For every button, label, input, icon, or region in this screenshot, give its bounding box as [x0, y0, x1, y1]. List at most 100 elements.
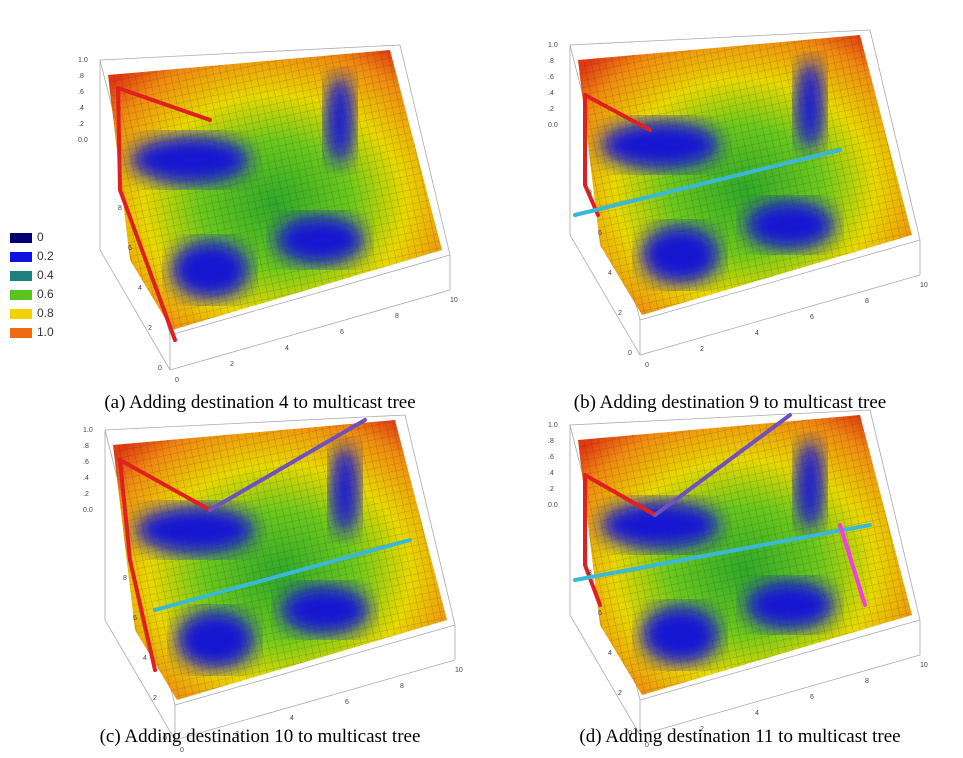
tree-path [116, 86, 177, 342]
z-tick-label: 1.0 [78, 57, 88, 64]
z-tick-label: .8 [548, 438, 554, 445]
x-tick-label: 10 [920, 662, 928, 669]
plot-box [104, 414, 456, 741]
z-tick-label: 0.0 [548, 502, 558, 509]
y-tick-label: 6 [133, 615, 137, 622]
y-tick-label: 4 [608, 650, 612, 657]
y-tick-label: 4 [138, 285, 142, 292]
y-tick-label: 6 [128, 245, 132, 252]
plot-box [569, 29, 921, 356]
x-tick-label: 10 [455, 667, 463, 674]
tree-path [583, 473, 602, 607]
x-tick-label: 4 [285, 345, 289, 352]
tree-path [118, 458, 212, 512]
y-tick-label: 2 [618, 310, 622, 317]
tree-path [208, 418, 367, 512]
legend-swatch [10, 290, 32, 300]
y-tick-label: 0 [628, 350, 632, 357]
caption: (b) Adding destination 9 to multicast tr… [574, 392, 886, 413]
z-tick-label: .6 [78, 89, 84, 96]
mesh [108, 50, 442, 330]
caption: (a) Adding destination 4 to multicast tr… [104, 392, 415, 413]
x-tick-label: 2 [700, 726, 704, 733]
x-tick-label: 2 [230, 361, 234, 368]
x-tick-label: 4 [755, 330, 759, 337]
legend-swatch [10, 252, 32, 262]
legend-swatch [10, 233, 32, 243]
x-tick-label: 8 [395, 313, 399, 320]
surface-plot: 1.0 .8 .6 .4 .2 0.0 0 2 4 6 8 0 2 4 6 8 10 [548, 29, 928, 369]
z-tick-label: 1.0 [548, 422, 558, 429]
z-tick-label: .6 [548, 454, 554, 461]
legend-label: 0 [37, 230, 44, 244]
z-tick-label: .6 [83, 459, 89, 466]
tree-path [118, 458, 157, 672]
x-tick-label: 10 [920, 282, 928, 289]
mesh [578, 415, 912, 695]
legend-swatch [10, 309, 32, 319]
legend-label: 0.4 [37, 268, 54, 282]
tree-path [116, 86, 212, 122]
x-tick-label: 0 [175, 377, 179, 384]
x-tick-label: 8 [865, 298, 869, 305]
x-tick-label: 6 [340, 329, 344, 336]
x-tick-label: 0 [180, 747, 184, 754]
y-tick-label: 8 [118, 205, 122, 212]
y-tick-label: 8 [588, 190, 592, 197]
x-tick-label: 2 [235, 731, 239, 738]
plot-box [99, 44, 451, 371]
caption: (d) Adding destination 11 to multicast t… [579, 726, 900, 747]
y-tick-label: 4 [143, 655, 147, 662]
legend-label: 0.2 [37, 249, 54, 263]
y-tick-label: 0 [163, 735, 167, 742]
x-tick-label: 6 [345, 699, 349, 706]
z-tick-label: .2 [83, 491, 89, 498]
z-tick-label: 0.0 [78, 137, 88, 144]
x-tick-label: 0 [645, 742, 649, 749]
y-tick-label: 2 [153, 695, 157, 702]
mesh [113, 420, 447, 700]
z-tick-label: .8 [548, 58, 554, 65]
z-tick-label: .8 [83, 443, 89, 450]
z-tick-label: .4 [78, 105, 84, 112]
legend-label: 0.6 [37, 287, 54, 301]
y-tick-label: 8 [588, 570, 592, 577]
tree-path [583, 93, 652, 132]
y-tick-label: 4 [608, 270, 612, 277]
tree-path [653, 413, 792, 517]
z-tick-label: .4 [83, 475, 89, 482]
x-tick-label: 8 [865, 678, 869, 685]
z-tick-label: .6 [548, 74, 554, 81]
y-tick-label: 2 [618, 690, 622, 697]
x-tick-label: 6 [810, 694, 814, 701]
x-tick-label: 10 [450, 297, 458, 304]
z-tick-label: 1.0 [83, 427, 93, 434]
tree-path [573, 148, 842, 217]
x-tick-label: 0 [645, 362, 649, 369]
surface-plot: 1.0 .8 .6 .4 .2 0.0 0 2 4 6 8 0 2 4 6 8 10 [78, 44, 458, 384]
tree-path [838, 523, 867, 607]
x-tick-label: 8 [400, 683, 404, 690]
plot-box [569, 409, 921, 736]
z-tick-label: .2 [548, 486, 554, 493]
z-tick-label: .2 [78, 121, 84, 128]
legend-label: 0.8 [37, 306, 54, 320]
legend-swatch [10, 271, 32, 281]
x-tick-label: 6 [810, 314, 814, 321]
x-tick-label: 2 [700, 346, 704, 353]
z-tick-label: 0.0 [83, 507, 93, 514]
y-tick-label: 6 [598, 610, 602, 617]
tree-path [153, 538, 412, 612]
caption: (c) Adding destination 10 to multicast t… [100, 726, 421, 747]
tree-path [573, 523, 872, 582]
z-tick-label: .4 [548, 470, 554, 477]
legend-label: 1.0 [37, 325, 54, 339]
x-tick-label: 4 [290, 715, 294, 722]
y-tick-label: 0 [158, 365, 162, 372]
tree-path [583, 473, 657, 517]
legend-swatch [10, 328, 32, 338]
surface-plot: 1.0 .8 .6 .4 .2 0.0 0 2 4 6 8 0 2 4 6 8 10 [83, 414, 463, 754]
x-tick-label: 4 [755, 710, 759, 717]
tree-path [583, 93, 600, 217]
